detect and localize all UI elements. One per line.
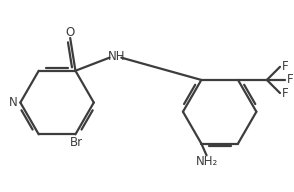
- Text: F: F: [287, 73, 293, 86]
- Text: F: F: [282, 60, 288, 73]
- Text: N: N: [9, 96, 18, 109]
- Text: NH₂: NH₂: [196, 155, 218, 168]
- Text: O: O: [66, 26, 75, 39]
- Text: NH: NH: [108, 50, 126, 64]
- Text: Br: Br: [70, 136, 83, 149]
- Text: F: F: [282, 87, 288, 99]
